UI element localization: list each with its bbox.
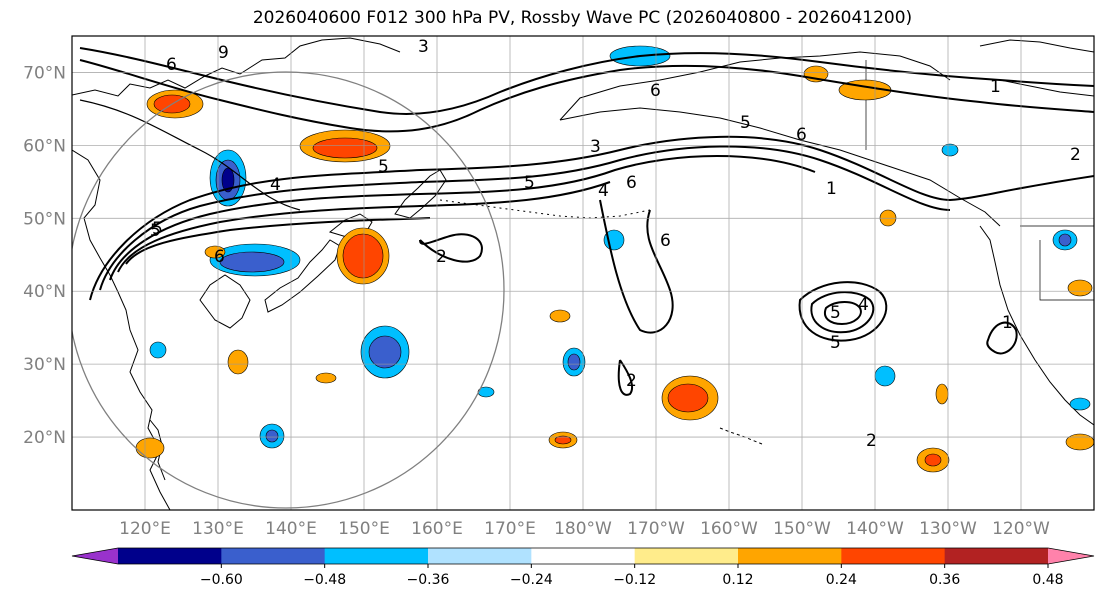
longitude-label: 120°E bbox=[119, 519, 171, 539]
latitude-label: 30°N bbox=[23, 355, 66, 375]
latitude-label: 70°N bbox=[23, 63, 66, 83]
contour-label: 6 bbox=[660, 231, 671, 251]
pv-shading bbox=[135, 45, 1094, 473]
contour-label: 5 bbox=[152, 219, 163, 239]
contour-label: 2 bbox=[436, 247, 447, 267]
colorbar-max-extend bbox=[1048, 548, 1094, 564]
contour-label: 2 bbox=[866, 431, 877, 451]
contour-label: 4 bbox=[598, 181, 609, 201]
colorbar-tick-label: −0.12 bbox=[613, 572, 656, 588]
longitude-label: 150°E bbox=[338, 519, 390, 539]
longitude-label: 170°E bbox=[484, 519, 536, 539]
contour-label: 6 bbox=[626, 173, 637, 193]
colorbar-tick-label: 0.24 bbox=[826, 572, 857, 588]
longitude-label: 120°W bbox=[992, 519, 1050, 539]
contour-label: 9 bbox=[218, 43, 229, 63]
contour-label: 1 bbox=[826, 179, 837, 199]
contour-label: 6 bbox=[650, 81, 661, 101]
colorbar-segment bbox=[221, 548, 326, 564]
colorbar-segment bbox=[634, 548, 739, 564]
longitude-label: 140°W bbox=[846, 519, 904, 539]
colorbar-tick-label: −0.24 bbox=[510, 572, 553, 588]
longitude-label: 140°E bbox=[265, 519, 317, 539]
colorbar-tick-label: 0.48 bbox=[1032, 572, 1063, 588]
pv-contours bbox=[79, 47, 1094, 396]
contour-label: 5 bbox=[378, 157, 389, 177]
contour-label: 5 bbox=[524, 173, 535, 193]
colorbar-segment bbox=[118, 548, 222, 564]
map-frame bbox=[71, 35, 1095, 511]
contour-label: 2 bbox=[1070, 145, 1081, 165]
contour-label: 1 bbox=[990, 77, 1001, 97]
latitude-label: 60°N bbox=[23, 136, 66, 156]
colorbar-segment bbox=[531, 548, 636, 564]
colorbar-tick-label: −0.36 bbox=[407, 572, 450, 588]
contour-label: 4 bbox=[858, 295, 869, 315]
longitude-label: 130°E bbox=[192, 519, 244, 539]
contour-label-group: 9 6 3 5 6 5 4 6 2 5 6 2 4 5 6 5 6 5 1 2 … bbox=[150, 37, 1081, 451]
contour-label: 4 bbox=[270, 175, 281, 195]
longitude-label: 160°E bbox=[411, 519, 463, 539]
latitude-labels: 20°N 30°N 40°N 50°N 60°N 70°N bbox=[23, 63, 66, 448]
contour-label: 6 bbox=[214, 247, 225, 267]
colorbar-tick-label: −0.48 bbox=[303, 572, 346, 588]
colorbar: −0.60 −0.48 −0.36 −0.24 −0.12 0.12 0.24 0.36 0.4… bbox=[71, 547, 1095, 588]
contour-label: 3 bbox=[590, 137, 601, 157]
contour-label: 1 bbox=[1002, 313, 1013, 333]
colorbar-segment bbox=[738, 548, 842, 564]
contour-label: 5 bbox=[830, 333, 841, 353]
contour-label: 2 bbox=[626, 371, 637, 391]
colorbar-tick-label: −0.60 bbox=[200, 572, 243, 588]
latitude-label: 50°N bbox=[23, 209, 66, 229]
longitude-label: 130°W bbox=[919, 519, 977, 539]
contour-label: 5 bbox=[830, 303, 841, 323]
map-title: 2026040600 F012 300 hPa PV, Rossby Wave … bbox=[252, 8, 913, 28]
longitude-label: 160°W bbox=[700, 519, 758, 539]
contour-label: 5 bbox=[740, 113, 751, 133]
thin-contour bbox=[79, 99, 301, 211]
longitude-label: 180°W bbox=[554, 519, 612, 539]
gridlines bbox=[72, 36, 1094, 510]
contour-label: 5 bbox=[150, 221, 161, 241]
latitude-label: 20°N bbox=[23, 428, 66, 448]
colorbar-segment bbox=[428, 548, 532, 564]
radius-circle bbox=[72, 71, 505, 509]
colorbar-segment bbox=[944, 548, 1049, 564]
latitude-label: 40°N bbox=[23, 282, 66, 302]
colorbar-tick-label: 0.36 bbox=[929, 572, 960, 588]
coastlines bbox=[72, 37, 1094, 510]
colorbar-min-extend bbox=[72, 548, 118, 564]
colorbar-outline bbox=[71, 547, 1095, 565]
colorbar-tick-label: 0.12 bbox=[722, 572, 753, 588]
contour-label: 6 bbox=[796, 125, 807, 145]
colorbar-segment bbox=[841, 548, 946, 564]
colorbar-segment bbox=[324, 548, 429, 564]
longitude-labels: 120°E 130°E 140°E 150°E 160°E 170°E 180°W 170°W… bbox=[119, 519, 1050, 539]
contour-label: 6 bbox=[166, 55, 177, 75]
longitude-label: 170°W bbox=[627, 519, 685, 539]
contour-label: 3 bbox=[418, 37, 429, 57]
longitude-label: 150°W bbox=[773, 519, 831, 539]
